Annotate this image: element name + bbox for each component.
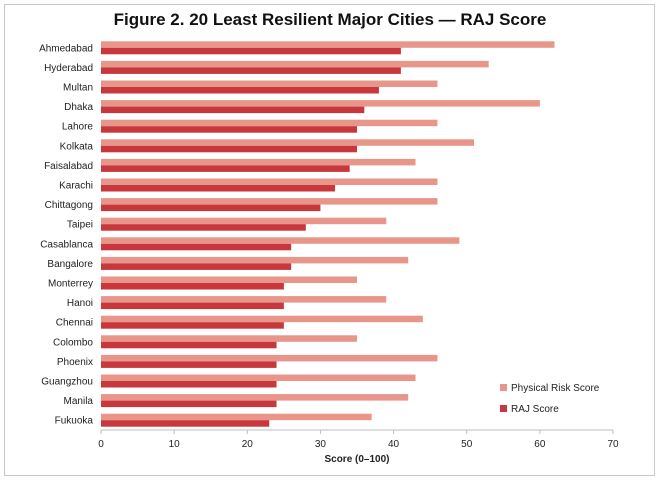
category-label: Taipei [67, 220, 93, 231]
x-tick-label: 60 [534, 439, 546, 450]
bar-raj-dhaka [101, 106, 365, 114]
category-labels: Ahmedabad Hyderabad Multan Dhaka Lahore Kolka… [39, 43, 93, 426]
bar-physical-risk-karachi [101, 178, 438, 185]
x-tick-label: 30 [315, 439, 327, 450]
x-axis: 0 10 20 30 40 50 60 70 [98, 429, 619, 450]
category-label: Bangalore [47, 259, 93, 270]
bar-raj-hanoi [101, 302, 284, 310]
bar-physical-risk-chennai [101, 315, 423, 323]
x-tick-label: 0 [98, 439, 104, 450]
bar-raj-multan [101, 87, 379, 94]
bar-physical-risk-colombo [101, 335, 357, 342]
bar-physical-risk-hanoi [101, 296, 387, 303]
legend-label: RAJ Score [511, 404, 559, 415]
bar-physical-risk-taipei [101, 217, 387, 225]
bar-physical-risk-manila [101, 394, 409, 401]
legend-label: Physical Risk Score [511, 383, 600, 394]
x-tick-label: 70 [607, 439, 619, 450]
bars-group [101, 41, 555, 427]
legend-swatch [500, 405, 507, 412]
bar-raj-ahmedabad [101, 47, 401, 55]
bar-physical-risk-bangalore [101, 256, 409, 264]
bar-physical-risk-ahmedabad [101, 41, 555, 48]
bar-physical-risk-phoenix [101, 354, 438, 362]
category-label: Hanoi [67, 298, 93, 309]
bar-raj-chennai [101, 322, 284, 329]
category-label: Guangzhou [41, 377, 93, 388]
category-label: Karachi [59, 181, 93, 192]
bar-physical-risk-dhaka [101, 100, 540, 107]
category-label: Hyderabad [44, 63, 93, 74]
bar-raj-guangzhou [101, 381, 277, 388]
x-tick-label: 10 [169, 439, 181, 450]
bar-raj-taipei [101, 224, 306, 231]
bar-raj-colombo [101, 341, 277, 349]
legend-swatch [500, 384, 507, 391]
category-label: Faisalabad [44, 161, 93, 172]
bar-raj-phoenix [101, 361, 277, 368]
bar-physical-risk-kolkata [101, 139, 475, 146]
category-label: Chittagong [45, 200, 93, 211]
bar-raj-monterrey [101, 283, 284, 290]
category-label: Phoenix [57, 357, 93, 368]
bar-physical-risk-multan [101, 80, 438, 87]
category-label: Manila [64, 396, 94, 407]
bar-raj-casablanca [101, 243, 292, 251]
category-label: Monterrey [48, 279, 93, 290]
x-tick-label: 40 [388, 439, 400, 450]
bar-raj-hyderabad [101, 67, 401, 74]
bar-raj-bangalore [101, 263, 292, 270]
category-label: Lahore [62, 122, 94, 133]
bar-raj-manila [101, 400, 277, 408]
category-label: Casablanca [40, 239, 93, 250]
bar-raj-lahore [101, 126, 357, 133]
category-label: Ahmedabad [39, 43, 93, 54]
category-label: Multan [63, 83, 93, 94]
bar-physical-risk-casablanca [101, 237, 460, 244]
category-label: Chennai [56, 318, 93, 329]
category-label: Fukuoka [55, 416, 94, 427]
chart-title: Figure 2. 20 Least Resilient Major Citie… [113, 10, 547, 29]
x-axis-label: Score (0–100) [324, 454, 389, 465]
bar-raj-karachi [101, 185, 336, 192]
bar-physical-risk-hyderabad [101, 60, 489, 68]
x-tick-label: 20 [242, 439, 254, 450]
bar-physical-risk-fukuoka [101, 413, 372, 421]
category-label: Colombo [53, 337, 93, 348]
bar-physical-risk-chittagong [101, 198, 438, 205]
bar-raj-chittagong [101, 204, 321, 212]
bar-physical-risk-monterrey [101, 276, 357, 283]
bar-raj-kolkata [101, 145, 357, 153]
legend: Physical Risk Score RAJ Score [500, 383, 600, 415]
bar-physical-risk-faisalabad [101, 158, 416, 166]
bar-physical-risk-lahore [101, 119, 438, 127]
bar-physical-risk-guangzhou [101, 374, 416, 381]
bar-raj-faisalabad [101, 165, 350, 172]
category-label: Kolkata [60, 141, 94, 152]
category-label: Dhaka [64, 102, 93, 113]
bar-raj-fukuoka [101, 420, 270, 427]
x-tick-label: 50 [461, 439, 473, 450]
